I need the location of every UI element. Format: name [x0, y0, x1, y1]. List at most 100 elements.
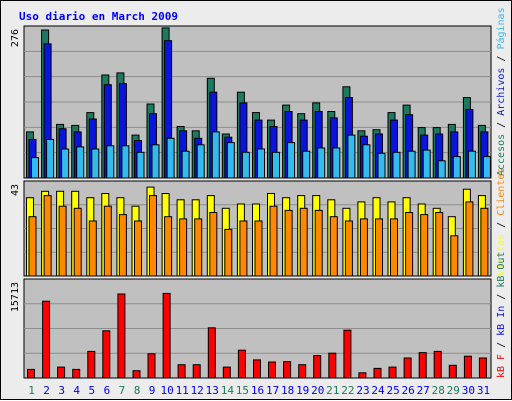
bar-hits-archivos-day-5: [91, 148, 100, 179]
right-legend-middle-part: Clientes: [496, 168, 507, 216]
bar-volume-kb-f-day-14: [222, 366, 231, 379]
x-tick-label-day-14: 14: [221, 384, 235, 397]
x-tick-label-day-16: 16: [251, 384, 264, 397]
bar-clients-kb-out-day-10: [164, 216, 173, 277]
bar-volume-kb-f-day-6: [102, 330, 111, 379]
bar-clients-kb-out-day-4: [73, 207, 82, 277]
bar-clients-kb-out-day-18: [284, 209, 293, 277]
bar-hits-archivos-day-29: [452, 156, 461, 179]
bar-volume-kb-f-day-15: [237, 349, 246, 379]
bar-hits-archivos-day-22: [347, 134, 356, 179]
bar-clients-kb-out-day-19: [299, 207, 308, 277]
x-tick-label-day-20: 20: [311, 384, 324, 397]
bar-clients-kb-out-day-29: [450, 235, 459, 277]
right-legend-bottom-part: kB F: [496, 354, 507, 378]
bar-volume-kb-f-day-11: [177, 364, 186, 379]
bar-volume-kb-f-day-27: [418, 352, 427, 379]
x-tick-label-day-31: 31: [477, 384, 490, 397]
x-tick-label-day-27: 27: [417, 384, 430, 397]
x-tick-label-day-2: 2: [43, 384, 50, 397]
bar-hits-archivos-day-10: [166, 137, 175, 179]
bar-clients-kb-out-day-1: [28, 216, 37, 277]
bar-clients-kb-out-day-30: [465, 201, 474, 277]
right-legend-bottom-part: /: [496, 288, 507, 306]
x-tick-label-day-19: 19: [296, 384, 309, 397]
bar-volume-kb-f-day-9: [147, 353, 156, 379]
bar-volume-kb-f-day-23: [358, 372, 367, 379]
x-tick-label-day-9: 9: [149, 384, 156, 397]
bar-hits-archivos-day-17: [272, 151, 280, 179]
bar-hits-archivos-day-11: [181, 150, 190, 179]
bar-clients-kb-out-day-11: [179, 218, 188, 277]
x-tick-label-day-8: 8: [134, 384, 141, 397]
bar-clients-kb-out-day-8: [134, 220, 142, 277]
bar-volume-kb-f-day-28: [433, 350, 442, 379]
x-tick-label-day-11: 11: [176, 384, 189, 397]
bar-clients-kb-out-day-22: [344, 220, 353, 277]
bar-clients-kb-out-day-14: [224, 228, 233, 277]
bar-volume-kb-f-day-3: [57, 366, 66, 379]
x-tick-label-day-7: 7: [119, 384, 126, 397]
bar-clients-kb-out-day-27: [420, 214, 429, 277]
x-tick-label-day-30: 30: [462, 384, 475, 397]
bar-clients-kb-out-day-15: [239, 220, 248, 277]
right-legend-bottom-part: /: [496, 336, 507, 354]
bar-volume-kb-f-day-25: [388, 366, 397, 379]
bar-clients-kb-out-day-21: [329, 216, 338, 277]
bar-clients-kb-out-day-25: [390, 218, 398, 277]
right-legend-middle-part: /: [496, 216, 507, 234]
bar-volume-kb-f-day-13: [207, 327, 216, 379]
bar-volume-kb-f-day-16: [253, 359, 261, 379]
bar-clients-kb-out-day-17: [269, 205, 278, 277]
bar-hits-archivos-day-30: [467, 150, 476, 179]
x-tick-label-day-29: 29: [447, 384, 460, 397]
bar-clients-kb-out-day-26: [405, 212, 414, 277]
panel-clients-ymax-label: 43: [10, 184, 21, 196]
x-tick-label-day-4: 4: [73, 384, 80, 397]
x-tick-label-day-17: 17: [266, 384, 279, 397]
bar-clients-kb-out-day-5: [88, 220, 97, 277]
right-legend-middle-part: Visitas: [496, 234, 507, 276]
bar-hits-archivos-day-1: [31, 157, 39, 179]
x-tick-label-day-25: 25: [386, 384, 399, 397]
bar-clients-kb-out-day-23: [359, 218, 368, 277]
bar-volume-kb-f-day-29: [448, 364, 457, 379]
bar-hits-archivos-day-27: [422, 149, 431, 179]
bar-hits-archivos-day-23: [362, 144, 371, 179]
x-tick-label-day-26: 26: [401, 384, 414, 397]
bar-hits-archivos-day-13: [211, 131, 220, 179]
x-tick-label-day-24: 24: [371, 384, 385, 397]
bar-clients-kb-out-day-6: [103, 205, 112, 277]
x-tick-label-day-13: 13: [206, 384, 219, 397]
bar-hits-archivos-day-21: [332, 147, 341, 179]
bar-hits-archivos-day-15: [241, 151, 250, 179]
x-tick-label-day-18: 18: [281, 384, 294, 397]
x-tick-label-day-22: 22: [341, 384, 354, 397]
bar-hits-archivos-day-26: [407, 150, 416, 179]
panel-volume-ymax-label: 15713: [10, 282, 21, 312]
bar-volume-kb-f-day-5: [87, 350, 96, 379]
bar-clients-kb-out-day-28: [435, 212, 444, 277]
bar-hits-archivos-day-31: [482, 156, 491, 179]
x-tick-label-day-5: 5: [88, 384, 95, 397]
bar-volume-kb-f-day-10: [162, 292, 171, 379]
bar-hits-archivos-day-24: [377, 152, 386, 179]
bar-hits-archivos-day-12: [196, 144, 205, 179]
bar-volume-kb-f-day-2: [42, 300, 51, 379]
bar-volume-kb-f-day-26: [403, 357, 412, 379]
x-tick-label-day-3: 3: [58, 384, 65, 397]
bar-clients-kb-out-day-13: [209, 212, 218, 277]
bar-hits-archivos-day-8: [136, 151, 145, 179]
bar-clients-kb-out-day-2: [43, 195, 52, 277]
x-tick-label-day-15: 15: [236, 384, 249, 397]
bar-volume-kb-f-day-7: [117, 293, 126, 379]
right-legend-middle: Visitas / Clientes: [496, 168, 507, 276]
bar-volume-kb-f-day-22: [343, 329, 352, 379]
x-tick-label-day-6: 6: [104, 384, 111, 397]
right-legend-top-part: /: [496, 50, 507, 68]
bar-clients-kb-out-day-24: [375, 218, 383, 277]
bar-hits-archivos-day-25: [392, 151, 401, 179]
right-legend-bottom-part: kB In: [496, 306, 507, 336]
